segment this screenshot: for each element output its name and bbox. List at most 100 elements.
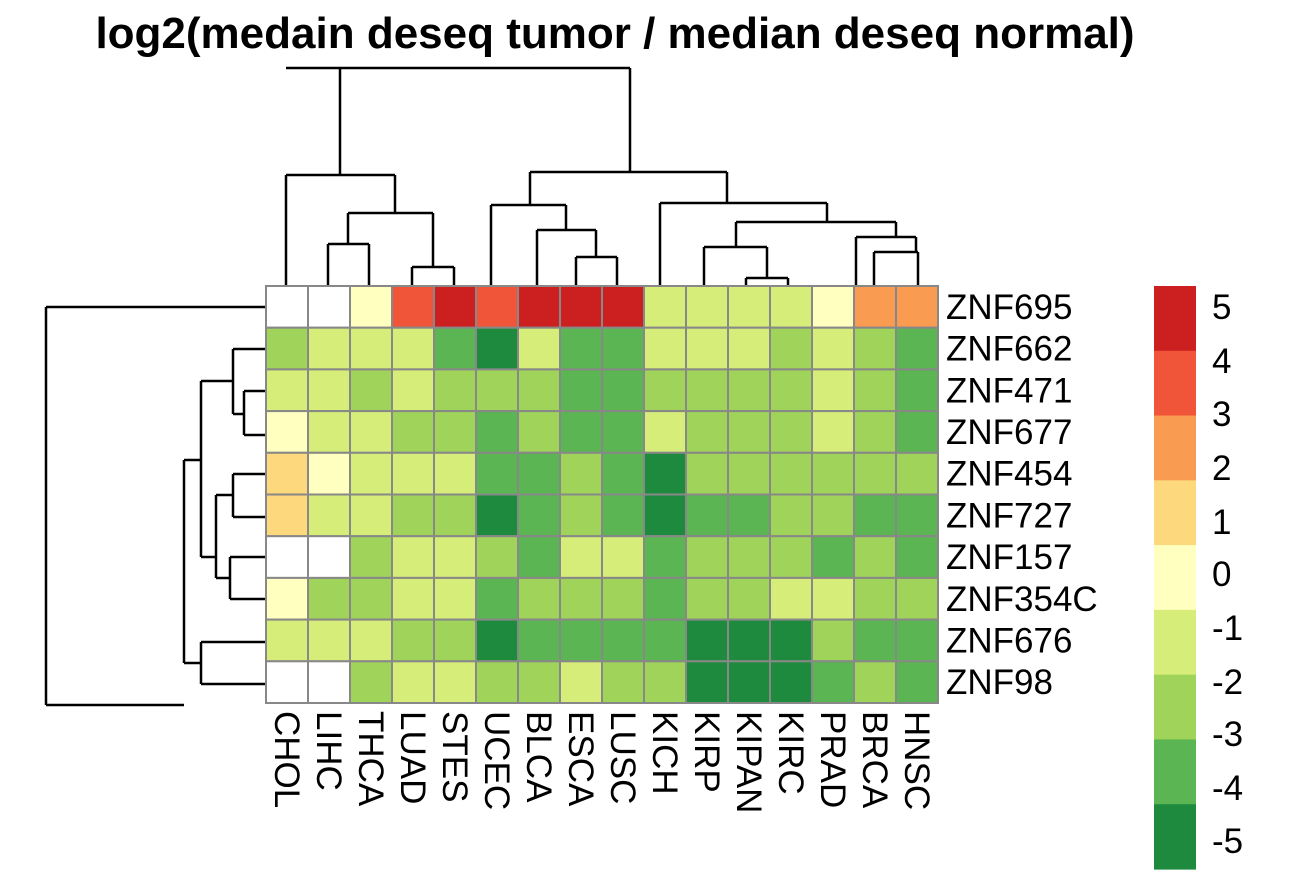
legend-label: 1 [1212,503,1231,542]
heatmap-cell [391,493,435,538]
heatmap-cell [517,285,561,329]
legend-swatch [1154,739,1196,805]
heatmap-cell [685,368,729,413]
heatmap-cell [265,660,309,704]
column-label: UCEC [477,711,516,810]
column-label: BLCA [519,711,558,803]
heatmap-cell [601,368,645,413]
heatmap-cell [517,326,561,371]
column-label: ESCA [561,711,600,807]
heatmap-cell [643,368,687,413]
heatmap-cell [559,368,603,413]
row-labels: ZNF695ZNF662ZNF471ZNF677ZNF454ZNF727ZNF1… [946,288,1098,702]
heatmap-cell [685,451,729,496]
heatmap-cell [307,535,351,579]
heatmap-cell [769,493,813,538]
heatmap-cell [265,368,309,413]
heatmap-cell [811,493,855,538]
heatmap-cell [433,368,477,413]
heatmap-cell [391,326,435,371]
heatmap-cell [349,535,393,579]
heatmap-cell [265,535,309,579]
heatmap-cell [601,493,645,538]
heatmap-cell [391,535,435,579]
column-label: KICH [645,711,684,795]
heatmap-cell [307,368,351,413]
heatmap-cell [643,326,687,371]
heatmap-cell [433,576,477,621]
heatmap-cell [559,535,603,579]
heatmap-cell [601,410,645,454]
legend-label: 4 [1212,342,1231,381]
heatmap-cell [895,576,939,621]
heatmap-cell [307,326,351,371]
heatmap-cell [475,285,519,329]
legend-label: -5 [1212,822,1243,861]
legend-label: -3 [1212,715,1243,754]
heatmap-cell [433,660,477,704]
heatmap-cell [475,410,519,454]
column-dendrogram [284,66,920,286]
heatmap-cell [433,410,477,454]
heatmap-cell [769,285,813,329]
column-label: BRCA [855,711,894,809]
heatmap-cell [475,660,519,704]
heatmap-cell [643,660,687,704]
heatmap-cell [895,410,939,454]
heatmap-cell [685,535,729,579]
column-label: PRAD [813,711,852,808]
heatmap-cell [517,576,561,621]
heatmap-cell [601,326,645,371]
heatmap-cell [685,285,729,329]
heatmap-cell [559,451,603,496]
heatmap-cell [391,576,435,621]
heatmap-cell [265,576,309,621]
heatmap-cell [601,451,645,496]
heatmap-cell [601,576,645,621]
heatmap-cell [853,493,897,538]
heatmap-cell [811,368,855,413]
heatmap-cell [895,451,939,496]
heatmap-cell [475,368,519,413]
row-label: ZNF677 [946,413,1072,452]
heatmap-cell [727,368,771,413]
heatmap-cell [811,535,855,579]
heatmap-cell [853,535,897,579]
heatmap-cell [391,660,435,704]
heatmap-cell [517,535,561,579]
heatmap-cell [811,660,855,704]
legend-label: 2 [1212,449,1231,488]
heatmap-cell [727,451,771,496]
heatmap-cell [391,368,435,413]
heatmap-cell [517,660,561,704]
column-label: STES [435,711,474,802]
column-label: HNSC [897,711,936,810]
row-label: ZNF695 [946,288,1072,327]
heatmap-cell [811,410,855,454]
row-label: ZNF676 [946,621,1072,660]
heatmap-cell [265,326,309,371]
heatmap-cells [265,285,939,704]
heatmap-cell [727,493,771,538]
row-label: ZNF157 [946,538,1072,577]
legend-swatch [1154,415,1196,481]
legend-label: -2 [1212,663,1243,702]
row-label: ZNF98 [946,663,1053,702]
heatmap-cell [685,660,729,704]
heatmap-cell [895,535,939,579]
heatmap-cell [769,410,813,454]
heatmap-cell [853,368,897,413]
heatmap-cell [895,618,939,663]
heatmap-cell [475,535,519,579]
heatmap-cell [265,451,309,496]
heatmap-cell [727,618,771,663]
heatmap-cell [265,618,309,663]
heatmap-cell [433,493,477,538]
heatmap-cell [265,493,309,538]
heatmap-cell [811,618,855,663]
legend-label: -4 [1212,769,1243,808]
heatmap-cell [601,285,645,329]
heatmap-cell [853,326,897,371]
heatmap-cell [643,451,687,496]
heatmap-cell [559,576,603,621]
